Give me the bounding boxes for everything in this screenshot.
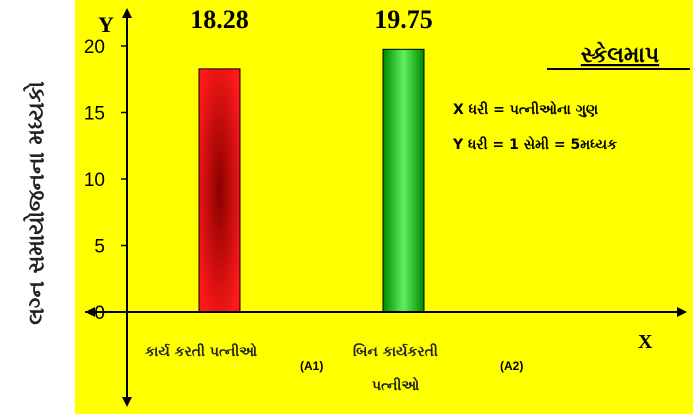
category-label-2-line1: બિન કાર્યકરતી [353,342,438,360]
y-tick-label-5: 5 [94,237,105,258]
bars [198,48,425,313]
bar-value-label-2: 19.75 [374,5,433,34]
y-tick-label-10: 10 [84,170,105,191]
bar-labels: 18.28 19.75 [190,5,433,34]
scale-line-y: Y ધરી = 1 સેમી = 5મધ્યક [452,135,617,153]
x-axis-letter: X [638,331,653,353]
scale-line-x: X ધરી = પત્નીઓના ગુણ [453,100,598,118]
y-axis-letter: Y [98,12,114,37]
bar-value-label-1: 18.28 [190,5,249,34]
y-tick-label-0: 0 [94,303,105,324]
bar-chart: 0 5 10 15 20 18.28 19.75 Y X કાર્ય કરતી પત્ની… [75,0,693,414]
category-label-1: કાર્ય કરતી પત્નીઓ [145,342,257,360]
bar-1 [198,68,241,313]
y-axis-title: લગ્ન સમાયોજનના મધ્યકો [24,81,50,325]
scale-title: સ્કેલમાપ [581,41,659,68]
y-tick-label-15: 15 [84,104,105,125]
category-label-2-line2: પત્નીઓ [372,376,419,394]
y-axis-title-area: લગ્ન સમાયોજનના મધ્યકો [0,0,75,414]
category-code-1: (A1) [300,359,323,373]
category-code-2: (A2) [500,359,523,373]
y-tick-label-20: 20 [84,37,105,58]
bar-2 [382,48,425,313]
